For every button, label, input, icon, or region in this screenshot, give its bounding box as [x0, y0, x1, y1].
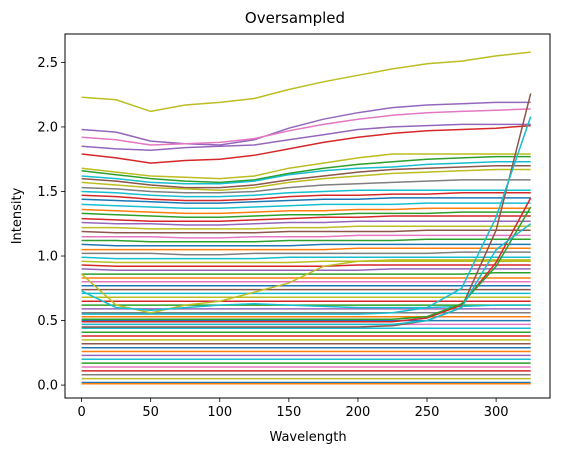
- series-line: [81, 168, 531, 191]
- y-axis-label: Intensity: [10, 187, 25, 244]
- series-line: [81, 116, 532, 315]
- series-line: [81, 215, 531, 222]
- series-line: [81, 197, 531, 204]
- series-line: [81, 164, 531, 189]
- series-line: [81, 51, 531, 113]
- y-tick-label: 1.5: [37, 185, 58, 200]
- series-line: [81, 108, 531, 146]
- series-line: [81, 260, 531, 264]
- series-line: [81, 197, 532, 323]
- x-axis: 0 50 100 150 200 250 300: [77, 398, 509, 420]
- series-line: [81, 220, 531, 226]
- series-line: [81, 268, 531, 271]
- x-tick-label: 100: [207, 405, 232, 420]
- series-line: [81, 229, 531, 234]
- series-line: [81, 264, 531, 268]
- y-tick-label: 2.5: [37, 56, 58, 71]
- x-axis-label: Wavelength: [269, 430, 346, 445]
- series-line: [81, 234, 531, 239]
- x-tick-label: 0: [77, 405, 85, 420]
- series-line: [81, 192, 531, 202]
- series-line: [81, 243, 531, 247]
- y-tick-label: 0.5: [37, 314, 58, 329]
- series-line: [81, 238, 531, 243]
- y-tick-label: 2.0: [37, 120, 58, 135]
- x-tick-label: 150: [276, 405, 301, 420]
- series-line: [81, 179, 531, 194]
- series-line: [81, 256, 531, 260]
- series-line: [81, 251, 531, 256]
- y-tick-label: 1.0: [37, 250, 58, 265]
- series-line: [81, 206, 532, 321]
- series-line: [81, 123, 531, 151]
- x-tick-label: 200: [346, 405, 371, 420]
- series-line: [81, 101, 531, 146]
- x-tick-label: 250: [415, 405, 440, 420]
- series-line: [81, 225, 531, 230]
- series-line: [81, 223, 532, 326]
- series-line: [81, 259, 531, 314]
- y-axis: 0.0 0.5 1.0 1.5 2.0 2.5: [37, 56, 65, 394]
- series-line: [81, 153, 531, 180]
- series-line: [81, 124, 531, 164]
- x-tick-label: 50: [142, 405, 159, 420]
- series-line: [81, 207, 531, 215]
- chart-title: Oversampled: [245, 9, 345, 27]
- series-line: [81, 155, 531, 184]
- series-line: [81, 202, 531, 210]
- series-line: [81, 247, 531, 251]
- series-line: [81, 211, 531, 219]
- y-tick-label: 0.0: [37, 379, 58, 394]
- x-tick-label: 300: [484, 405, 509, 420]
- plot-frame: [64, 33, 551, 399]
- series-line: [81, 161, 531, 185]
- series-line: [81, 189, 531, 198]
- series-layer: [81, 51, 532, 385]
